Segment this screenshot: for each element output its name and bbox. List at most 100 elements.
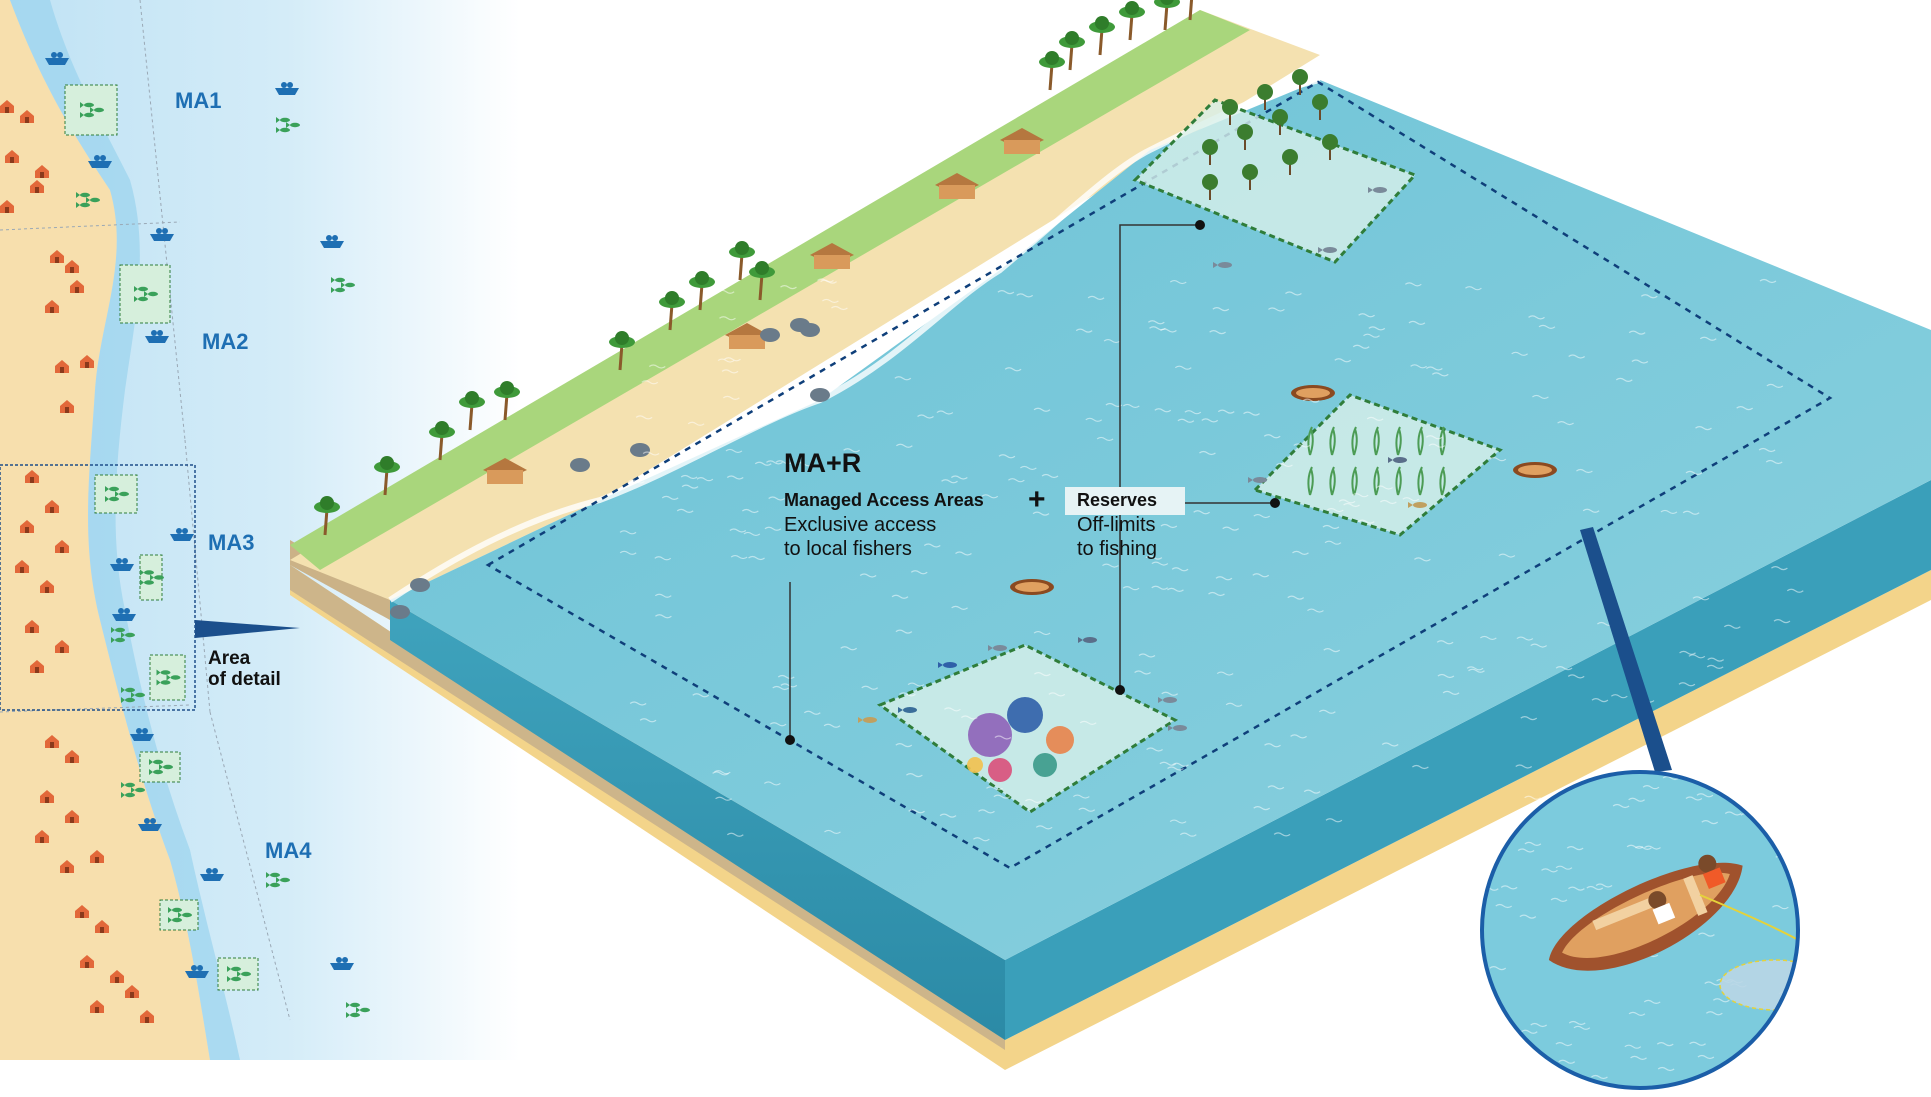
hut-icon xyxy=(25,620,39,633)
strip-division xyxy=(0,704,191,713)
boat-icon xyxy=(112,608,136,621)
hut-icon xyxy=(30,660,44,673)
zoom-callout xyxy=(1480,527,1800,1090)
leader-dot xyxy=(1195,220,1205,230)
hut-icon xyxy=(15,560,29,573)
palm-tree-icon xyxy=(1089,16,1115,56)
block-water-left-face xyxy=(390,600,1005,1040)
strip-reserve xyxy=(119,264,171,324)
leader-dot xyxy=(1270,498,1280,508)
mangrove-icon xyxy=(1282,149,1298,175)
mangrove-icon xyxy=(1257,84,1273,110)
leader-dot xyxy=(1115,685,1125,695)
fish-icon xyxy=(346,1002,370,1018)
shoreline-foam xyxy=(388,77,1321,603)
hut-icon xyxy=(70,280,84,293)
fish-catch xyxy=(1720,960,1798,1010)
mangrove-icon xyxy=(1222,99,1238,125)
boat-icon xyxy=(138,818,162,831)
palm-tree-icon xyxy=(749,261,775,301)
hut-icon xyxy=(55,640,69,653)
leader-reserve-mangrove xyxy=(1119,224,1200,518)
hut-icon xyxy=(45,735,59,748)
fish-icon xyxy=(988,645,1007,651)
hut-icon xyxy=(20,110,34,123)
fish-icon xyxy=(1408,502,1427,508)
boat-icon xyxy=(200,868,224,881)
hut-icon xyxy=(80,955,94,968)
strip-reserve xyxy=(149,654,186,701)
palm-tree-icon xyxy=(659,291,685,331)
fish-icon xyxy=(1388,457,1407,463)
reserves-heading: Reserves xyxy=(1077,490,1158,510)
strip-reserve xyxy=(94,474,138,514)
hut-icon xyxy=(725,323,769,349)
boat-icon xyxy=(45,52,69,65)
hut-icon xyxy=(65,750,79,763)
boat-icon xyxy=(150,228,174,241)
hut-icon xyxy=(40,580,54,593)
fish-icon xyxy=(1318,247,1337,253)
hut-icon xyxy=(5,150,19,163)
fish-icon xyxy=(1168,725,1187,731)
fish-icon xyxy=(76,192,100,208)
palm-tree-icon xyxy=(609,331,635,371)
palm-tree-icon xyxy=(459,391,485,431)
hut-icon xyxy=(80,355,94,368)
rock xyxy=(630,443,650,457)
fish-icon xyxy=(1078,637,1097,643)
palm-tree-icon xyxy=(689,271,715,311)
reserves-heading-box xyxy=(1065,487,1185,515)
hut-icon xyxy=(25,470,39,483)
hut-icon xyxy=(0,100,14,113)
fish-icon xyxy=(276,117,300,133)
palm-tree-icon xyxy=(314,496,340,536)
boat-icon xyxy=(320,235,344,248)
boat-icon xyxy=(170,528,194,541)
hut-icon xyxy=(483,458,527,484)
hut-icon xyxy=(810,243,854,269)
strip-reserve xyxy=(139,554,164,601)
rowboat-icon xyxy=(1010,579,1054,595)
boat-icon xyxy=(145,330,169,343)
hut-icon xyxy=(125,985,139,998)
hut-icon xyxy=(65,810,79,823)
fish-icon xyxy=(1213,262,1232,268)
hut-icon xyxy=(50,250,64,263)
boat-icon xyxy=(330,957,354,970)
rowboat-icon xyxy=(1513,462,1557,478)
fish-icon xyxy=(938,662,957,668)
palm-tree-icon xyxy=(729,241,755,281)
leader-dot xyxy=(785,735,795,745)
fish-icon xyxy=(858,717,877,723)
rock xyxy=(570,458,590,472)
mangrove-icon xyxy=(1292,69,1308,95)
hut-icon xyxy=(1000,128,1044,154)
palm-tree-icon xyxy=(1039,51,1065,91)
hut-icon xyxy=(45,300,59,313)
mangrove-icon xyxy=(1322,134,1338,160)
palm-tree-icon xyxy=(1119,1,1145,41)
hut-icon xyxy=(35,830,49,843)
mangrove-icon xyxy=(1202,139,1218,165)
fish-icon xyxy=(134,286,158,302)
hut-icon xyxy=(55,360,69,373)
fish-icon xyxy=(121,687,145,703)
strip-reserve xyxy=(159,899,199,931)
strip-reserve xyxy=(217,957,259,991)
mar-title: MA+R xyxy=(784,448,862,478)
fish-icon xyxy=(105,486,129,502)
strip-division xyxy=(139,0,291,1021)
hut-icon xyxy=(30,180,44,193)
fishing-net-icon xyxy=(1699,894,1798,991)
fish-icon xyxy=(266,872,290,888)
palm-tree-icon xyxy=(494,381,520,421)
reserve-seagrass xyxy=(1252,393,1503,537)
fish-icon xyxy=(111,627,135,643)
hut-icon xyxy=(935,173,979,199)
area-of-detail-pointer xyxy=(195,620,300,638)
boat-icon xyxy=(185,965,209,978)
hut-icon xyxy=(95,920,109,933)
rock xyxy=(800,323,820,337)
block-sea-top xyxy=(390,80,1931,960)
